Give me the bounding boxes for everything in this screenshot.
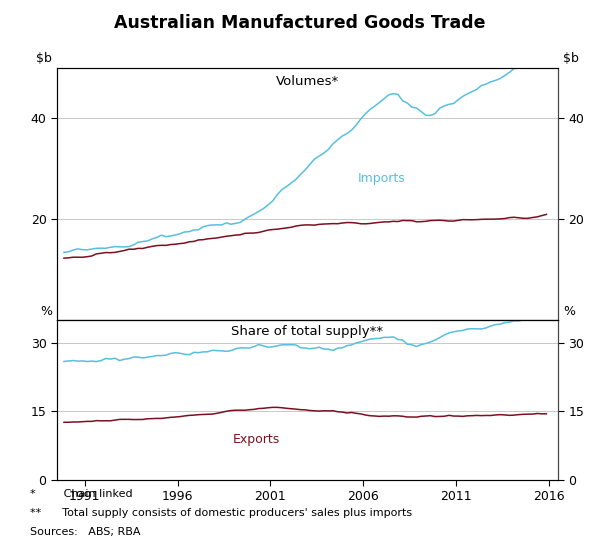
Text: $b: $b: [36, 52, 52, 65]
Text: $b: $b: [563, 52, 579, 65]
Text: *        Chain linked: * Chain linked: [30, 489, 133, 499]
Text: Imports: Imports: [358, 172, 406, 185]
Text: Australian Manufactured Goods Trade: Australian Manufactured Goods Trade: [114, 14, 486, 31]
Text: **      Total supply consists of domestic producers' sales plus imports: ** Total supply consists of domestic pro…: [30, 508, 412, 518]
Text: Volumes*: Volumes*: [276, 75, 339, 88]
Text: Share of total supply**: Share of total supply**: [232, 325, 383, 338]
Text: %: %: [40, 305, 52, 318]
Text: Sources:   ABS; RBA: Sources: ABS; RBA: [30, 527, 140, 537]
Text: Exports: Exports: [232, 433, 280, 446]
Text: %: %: [563, 305, 575, 318]
